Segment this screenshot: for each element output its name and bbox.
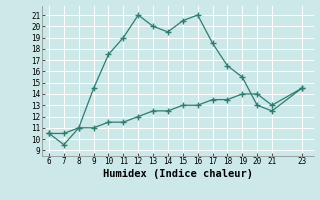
X-axis label: Humidex (Indice chaleur): Humidex (Indice chaleur) <box>103 169 252 179</box>
